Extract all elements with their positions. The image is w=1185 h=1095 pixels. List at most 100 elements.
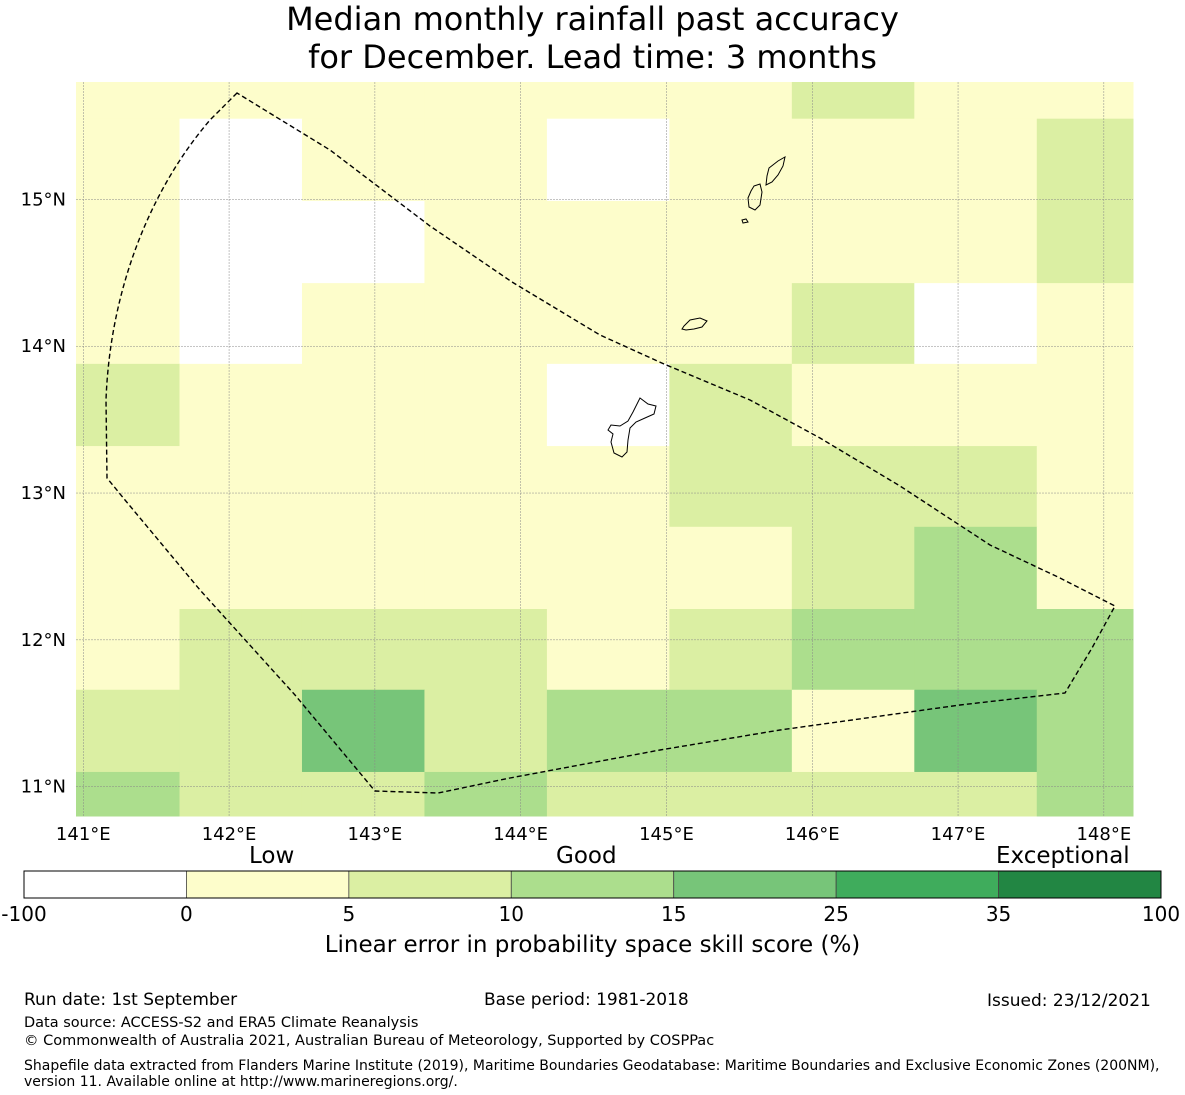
skill-cell: [914, 689, 1038, 773]
skill-cell: [546, 689, 670, 773]
skill-cell: [546, 526, 670, 610]
skill-cell: [669, 82, 793, 120]
skill-cell: [424, 118, 548, 202]
skill-cell: [179, 82, 303, 120]
skill-cell: [546, 446, 670, 528]
skill-cell: [179, 689, 303, 773]
skill-cell: [914, 200, 1038, 284]
colorbar-swatch: [673, 870, 837, 899]
skill-cell: [669, 118, 793, 202]
colorbar-tick-label: 0: [180, 902, 193, 926]
base-period: Base period: 1981-2018: [484, 990, 689, 1010]
skill-cell: [669, 771, 793, 817]
skill-cell: [76, 526, 181, 610]
skill-cell: [424, 283, 548, 365]
colorbar-tick-label: -100: [1, 902, 47, 926]
lon-tick-label: 146°E: [785, 824, 840, 845]
skill-cell: [424, 200, 548, 284]
colorbar-tick-label: 10: [498, 902, 524, 926]
skill-cell: [546, 118, 670, 202]
skill-cell: [914, 526, 1038, 610]
skill-cells: [76, 82, 1134, 817]
skill-cell: [791, 363, 915, 447]
eez-boundary-dashed: [105, 92, 1116, 794]
skill-cell: [546, 82, 670, 120]
skill-cell: [301, 446, 425, 528]
run-date: Run date: 1st September: [24, 990, 238, 1010]
skill-cell: [669, 689, 793, 773]
colorbar-tick-label: 35: [985, 902, 1012, 926]
lat-tick-label: 11°N: [21, 777, 66, 798]
colorbar-title: Linear error in probability space skill …: [324, 932, 861, 958]
skill-cell: [76, 363, 181, 447]
skill-cell: [424, 363, 548, 447]
skill-cell: [669, 446, 793, 528]
skill-cell: [791, 82, 915, 120]
skill-cell: [301, 609, 425, 691]
skill-cell: [301, 771, 425, 817]
skill-cell: [179, 200, 303, 284]
skill-cell: [914, 446, 1038, 528]
lat-tick-label: 14°N: [21, 336, 66, 357]
skill-cell: [914, 283, 1038, 365]
skill-cell: [1036, 283, 1134, 365]
skill-cell: [1036, 689, 1134, 773]
skill-cell: [76, 283, 181, 365]
guam-island: [607, 397, 657, 458]
lat-tick-label: 15°N: [21, 189, 66, 210]
colorbar-swatch: [510, 870, 675, 899]
skill-cell: [1036, 118, 1134, 202]
skill-cell: [791, 526, 915, 610]
skill-cell: [791, 689, 915, 773]
lat-tick-label: 12°N: [21, 630, 66, 651]
issued-date: Issued: 23/12/2021: [987, 991, 1151, 1011]
title-line-2: for December. Lead time: 3 months: [308, 38, 877, 76]
colorbar-swatch: [23, 870, 187, 899]
skill-cell: [424, 609, 548, 691]
skill-cell: [179, 283, 303, 365]
shapefile-credit: Shapefile data extracted from Flanders M…: [24, 1058, 1160, 1090]
skill-cell: [914, 771, 1038, 817]
colorbar-tick-label: 15: [660, 902, 687, 926]
skill-cell: [1036, 526, 1134, 610]
skill-cell: [301, 689, 425, 773]
skill-cell: [546, 771, 670, 817]
skill-cell: [76, 82, 181, 120]
skill-cell: [76, 689, 181, 773]
lon-tick-label: 142°E: [202, 824, 257, 845]
skill-cell: [301, 200, 425, 284]
skill-cell: [791, 200, 915, 284]
skill-cell: [76, 118, 181, 202]
lon-tick-label: 145°E: [639, 824, 694, 845]
skill-cell: [301, 526, 425, 610]
skill-cell: [1036, 609, 1134, 691]
skill-cell: [301, 283, 425, 365]
skill-cell: [424, 446, 548, 528]
skill-cell: [791, 118, 915, 202]
skill-cell: [669, 363, 793, 447]
skill-cell: [1036, 771, 1134, 817]
skill-cell: [546, 609, 670, 691]
islands: [607, 156, 786, 458]
skill-cell: [179, 446, 303, 528]
colorbar-swatch: [835, 870, 999, 899]
skill-cell: [914, 118, 1038, 202]
lon-tick-label: 147°E: [931, 824, 986, 845]
legend-category-exceptional: Exceptional: [996, 843, 1130, 869]
skill-cell: [546, 200, 670, 284]
skill-cell: [179, 609, 303, 691]
skill-cell: [669, 526, 793, 610]
lon-tick-label: 143°E: [348, 824, 403, 845]
skill-cell: [791, 771, 915, 817]
rota-island: [681, 317, 708, 331]
graticule: [76, 82, 1133, 816]
skill-cell: [1036, 446, 1134, 528]
skill-cell: [76, 771, 181, 817]
skill-cell: [1036, 200, 1134, 284]
lon-tick-label: 148°E: [1076, 824, 1131, 845]
skill-cell: [424, 689, 548, 773]
skill-cell: [76, 446, 181, 528]
skill-cell: [914, 363, 1038, 447]
skill-cell: [791, 609, 915, 691]
